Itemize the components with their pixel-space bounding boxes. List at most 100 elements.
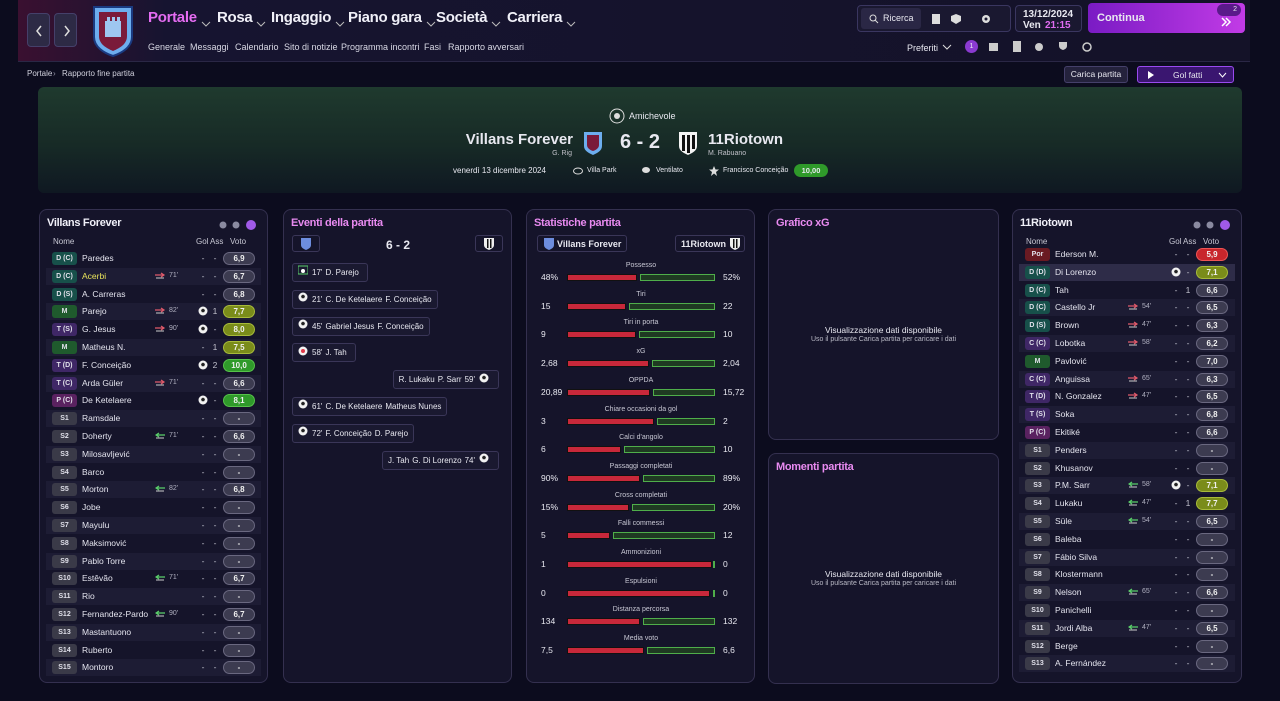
- player-row[interactable]: T (D) F. Conceição 2 10,0: [46, 357, 261, 374]
- submenu-item[interactable]: Calendario: [235, 42, 279, 52]
- player-row[interactable]: S10 Panichelli - - -: [1019, 602, 1235, 619]
- player-row[interactable]: Por Ederson M. - -5,9: [1019, 246, 1235, 263]
- menu-item[interactable]: Rosa: [217, 9, 253, 26]
- player-row[interactable]: S3 Milosavljević - - -: [46, 445, 261, 463]
- player-row[interactable]: M Matheus N. -1 7,5: [46, 339, 261, 356]
- search-button[interactable]: Ricerca: [861, 8, 921, 29]
- player-row[interactable]: D (D) Di Lorenzo -7,1: [1019, 263, 1235, 281]
- breadcrumb-item[interactable]: Portale: [27, 69, 53, 78]
- player-row[interactable]: D (S) Brown 47' - -6,3: [1019, 317, 1235, 334]
- position-badge: T (S): [52, 323, 77, 337]
- player-row[interactable]: D (C) Acerbi 71' - -6,7: [46, 267, 261, 285]
- back-button[interactable]: [27, 13, 50, 47]
- load-match-button[interactable]: Carica partita: [1064, 66, 1128, 83]
- player-row[interactable]: S10 Estêvão 71' - -6,7: [46, 570, 261, 587]
- menu-item[interactable]: Carriera: [507, 9, 563, 26]
- player-row[interactable]: D (S) A. Carreras - -6,8: [46, 286, 261, 303]
- day: Ven: [1023, 20, 1041, 31]
- notification-badge[interactable]: 2: [1217, 4, 1241, 16]
- event-icon: [298, 318, 308, 335]
- player-row[interactable]: S9 Pablo Torre - - -: [46, 552, 261, 570]
- player-row[interactable]: S14 Ruberto - - -: [46, 642, 261, 659]
- player-row[interactable]: T (D) N. Gonzalez 47' - -6,5: [1019, 388, 1235, 405]
- player-row[interactable]: S11 Rio - - -: [46, 588, 261, 606]
- submenu-item[interactable]: Generale: [148, 42, 186, 52]
- player-row[interactable]: S5 Morton 82' - -6,8: [46, 481, 261, 499]
- player-row[interactable]: S4 Barco - - -: [46, 464, 261, 481]
- player-row[interactable]: S1 Penders - - -: [1019, 441, 1235, 459]
- stat-label: Calci d'angolo: [619, 434, 663, 442]
- icon: [198, 324, 208, 334]
- event-minute: 45': [312, 321, 323, 331]
- player-row[interactable]: S5 Süle 54' - -6,5: [1019, 513, 1235, 530]
- icon: [154, 485, 165, 492]
- player-name: Montoro: [82, 662, 114, 673]
- goal-icon: [198, 360, 208, 372]
- player-row[interactable]: P (C) De Ketelaere -8,1: [46, 392, 261, 409]
- menu-item[interactable]: Piano gara: [348, 9, 422, 26]
- player-row[interactable]: D (C) Castello Jr 54' - -6,5: [1019, 299, 1235, 317]
- player-row[interactable]: S11 Jordi Alba 47' - -6,5: [1019, 619, 1235, 637]
- position-badge: S8: [52, 536, 77, 550]
- stat-home-value: 134: [541, 616, 556, 627]
- player-row[interactable]: S1 Ramsdale - - -: [46, 410, 261, 428]
- submenu-item[interactable]: Messaggi: [190, 42, 229, 52]
- submenu-item[interactable]: Fasi: [424, 42, 442, 52]
- forward-button[interactable]: [54, 13, 77, 47]
- submenu-item[interactable]: Sito di notizie: [284, 42, 338, 52]
- away-badge-box: [475, 235, 503, 252]
- player-row[interactable]: S4 Lukaku 47' -1 7,7: [1019, 495, 1235, 512]
- player-row[interactable]: S8 Klostermann - - -: [1019, 566, 1235, 583]
- rating: -: [223, 625, 255, 639]
- player-row[interactable]: S13 Mastantuono - - -: [46, 623, 261, 641]
- assists: -: [213, 431, 217, 441]
- player-name: Arda Güler: [82, 377, 124, 388]
- goals-dropdown[interactable]: Gol fatti: [1137, 66, 1234, 83]
- player-row[interactable]: T (C) Arda Güler 71' - -6,6: [46, 374, 261, 392]
- player-row[interactable]: S7 Fábio Silva - - -: [1019, 548, 1235, 566]
- submenu-item[interactable]: Rapporto avversari: [448, 42, 525, 52]
- player-row[interactable]: S2 Khusanov - - -: [1019, 460, 1235, 477]
- player-row[interactable]: P (C) Ekitiké - -6,6: [1019, 424, 1235, 441]
- player-row[interactable]: S3 P.M. Sarr 58' -7,1: [1019, 477, 1235, 495]
- rating: 6,3: [1196, 372, 1228, 386]
- position-badge: T (C): [52, 376, 77, 390]
- player-row[interactable]: S6 Baleba - - -: [1019, 531, 1235, 548]
- assists: -: [1186, 391, 1190, 402]
- quick-icons: [989, 41, 1092, 52]
- player-row[interactable]: C (C) Anguissa 65' - -6,3: [1019, 370, 1235, 388]
- player-row[interactable]: M Parejo 82' 1 7,7: [46, 303, 261, 321]
- player-row[interactable]: S12 Berge - - -: [1019, 638, 1235, 655]
- continue-button[interactable]: Continua 2: [1088, 3, 1245, 33]
- goal-icon: [1171, 480, 1181, 492]
- player-row[interactable]: D (C) Paredes - -6,9: [46, 250, 261, 267]
- goals: -: [1174, 302, 1178, 313]
- menu-item[interactable]: Società: [436, 9, 488, 26]
- home-team-name: Villans Forever: [557, 239, 622, 249]
- player-row[interactable]: M Pavlović - -7,0: [1019, 353, 1235, 370]
- player-row[interactable]: S6 Jobe - - -: [46, 499, 261, 516]
- goals: -: [201, 377, 205, 388]
- player-row[interactable]: S15 Montoro - - -: [46, 659, 261, 677]
- player-row[interactable]: S13 A. Fernández - - -: [1019, 655, 1235, 673]
- player-row[interactable]: D (C) Tah -1 6,6: [1019, 282, 1235, 299]
- player-row[interactable]: S8 Maksimović - - -: [46, 535, 261, 552]
- player-row[interactable]: T (S) G. Jesus 90' -8,0: [46, 321, 261, 338]
- player-row[interactable]: T (S) Soka - -6,8: [1019, 406, 1235, 424]
- player-row[interactable]: S7 Mayulu - - -: [46, 517, 261, 534]
- event-scorer: C. De Ketelaere: [325, 294, 383, 304]
- favorites-label[interactable]: Preferiti: [907, 43, 939, 53]
- menu-item[interactable]: Portale: [148, 9, 197, 26]
- position-badge: T (D): [52, 358, 77, 372]
- rating: 6,9: [223, 252, 255, 265]
- player-row[interactable]: S9 Nelson 65' - -6,6: [1019, 584, 1235, 602]
- player-name: Ekitiké: [1055, 427, 1081, 437]
- menu-item[interactable]: Ingaggio: [271, 9, 332, 26]
- player-row[interactable]: S12 Fernandez-Pardo 90' - -6,7: [46, 606, 261, 623]
- player-row[interactable]: S2 Doherty 71' - -6,6: [46, 428, 261, 445]
- goals: -: [1174, 249, 1178, 259]
- player-row[interactable]: C (C) Lobotka 58' - -6,2: [1019, 335, 1235, 352]
- player-name: Di Lorenzo: [1055, 266, 1097, 277]
- submenu-item[interactable]: Programma incontri: [341, 42, 420, 52]
- column-header: Ass: [1183, 237, 1197, 246]
